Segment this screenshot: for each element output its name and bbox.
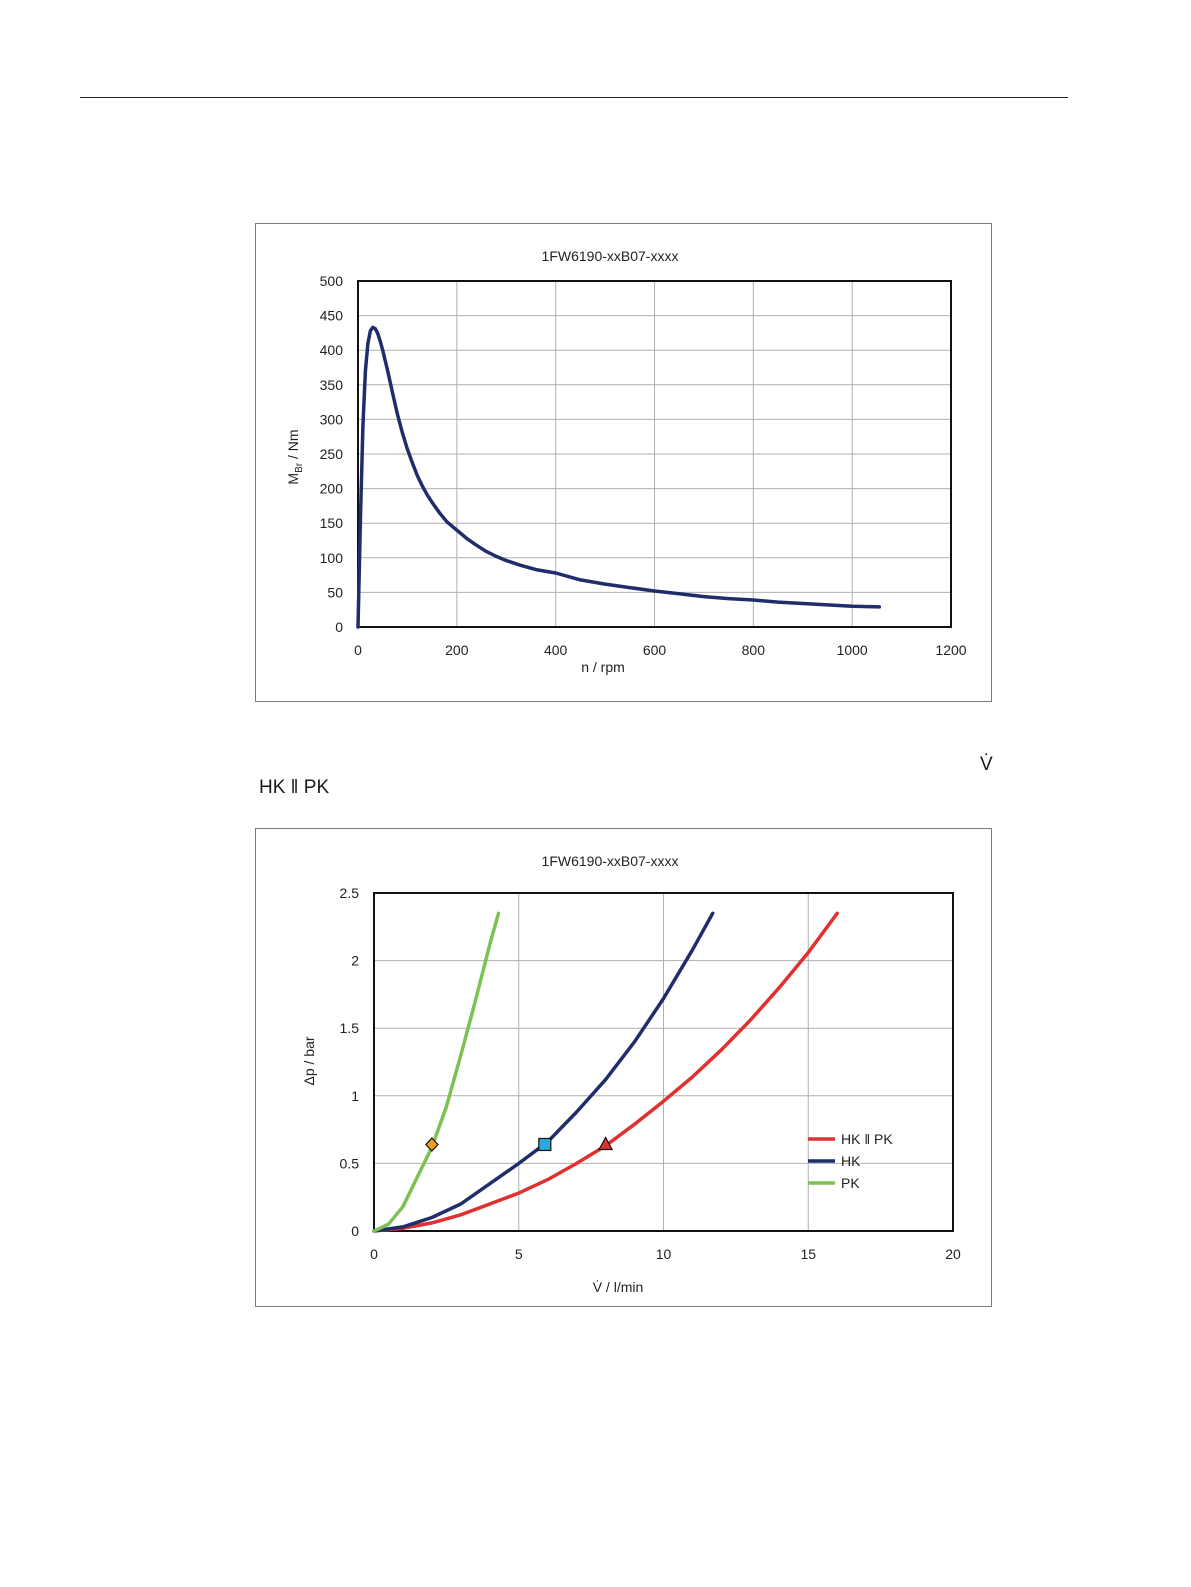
x-tick-label: 10 xyxy=(656,1246,672,1262)
x-tick-label: 800 xyxy=(742,642,766,658)
y-tick-label: 1 xyxy=(351,1088,359,1104)
x-tick-label: 0 xyxy=(354,642,362,658)
pressure-drop-svg: 1FW6190-xxB07-xxxx 0 5 10 15 20 0 0.5 1 1.5 2 2.5… xyxy=(301,853,961,1295)
hk-pk-label: HK ‖ PK xyxy=(259,777,330,798)
chart-title: 1FW6190-xxB07-xxxx xyxy=(542,248,679,264)
grid xyxy=(357,280,952,628)
y-tick-label: 50 xyxy=(327,584,343,600)
pressure-drop-chart: 1FW6190-xxB07-xxxx 0 5 10 15 20 0 0.5 1 1.5 2 2.5… xyxy=(255,828,992,1307)
grid xyxy=(373,892,954,1232)
y-tick-labels: 0 0.5 1 1.5 2 2.5 xyxy=(340,885,360,1239)
y-tick-label: 2 xyxy=(351,953,359,969)
y-tick-label: 150 xyxy=(320,515,344,531)
x-axis-label: V̇ / l/min xyxy=(593,1279,644,1295)
brake-torque-svg: 1FW6190-xxB07-xxxx 0 200 400 600 800 1000 1200… xyxy=(285,248,967,675)
plot-area xyxy=(372,911,839,1233)
x-tick-label: 15 xyxy=(800,1246,816,1262)
triangle-marker xyxy=(598,1136,614,1151)
x-tick-label: 5 xyxy=(515,1246,523,1262)
y-tick-label: 400 xyxy=(320,342,344,358)
legend-label: PK xyxy=(841,1175,860,1191)
legend-label: HK xyxy=(841,1153,861,1169)
brake-torque-chart: 1FW6190-xxB07-xxxx 0 200 400 600 800 1000 1200… xyxy=(255,223,992,702)
y-tick-label: 0 xyxy=(351,1223,359,1239)
y-axis-label-main: M xyxy=(285,473,301,485)
y-tick-labels: 0 50 100 150 200 250 300 350 400 450 500 xyxy=(320,273,344,635)
diamond-marker xyxy=(425,1137,439,1152)
y-tick-label: 0.5 xyxy=(340,1155,360,1171)
y-tick-label: 0 xyxy=(335,619,343,635)
y-axis-label: Δp / bar xyxy=(301,1036,317,1085)
plot-border xyxy=(357,280,952,628)
series-line-pk xyxy=(372,911,501,1233)
x-tick-labels: 0 200 400 600 800 1000 1200 xyxy=(354,642,967,658)
square-marker xyxy=(538,1137,552,1152)
y-axis-label-rest: / Nm xyxy=(285,429,301,462)
x-tick-label: 20 xyxy=(945,1246,961,1262)
y-tick-label: 300 xyxy=(320,411,344,427)
y-tick-label: 500 xyxy=(320,273,344,289)
y-tick-label: 1.5 xyxy=(340,1020,360,1036)
y-tick-label: 250 xyxy=(320,446,344,462)
x-tick-label: 1000 xyxy=(837,642,868,658)
legend: HK ‖ PK HK PK xyxy=(808,1131,893,1191)
chart-title: 1FW6190-xxB07-xxxx xyxy=(542,853,679,869)
legend-label: HK ‖ PK xyxy=(841,1131,893,1147)
y-tick-label: 450 xyxy=(320,308,344,324)
y-tick-label: 100 xyxy=(320,550,344,566)
series-line-0 xyxy=(356,325,882,629)
x-tick-label: 1200 xyxy=(935,642,966,658)
x-tick-label: 600 xyxy=(643,642,667,658)
y-axis-label-sub: Br xyxy=(294,462,305,473)
y-tick-label: 200 xyxy=(320,481,344,497)
header-rule xyxy=(80,97,1068,98)
plot-area xyxy=(356,325,882,629)
x-axis-label: n / rpm xyxy=(581,659,625,675)
x-tick-labels: 0 5 10 15 20 xyxy=(370,1246,961,1262)
x-tick-label: 400 xyxy=(544,642,568,658)
y-axis-label: MBr / Nm xyxy=(285,429,305,484)
y-tick-label: 350 xyxy=(320,377,344,393)
plot-border xyxy=(373,892,954,1232)
flow-rate-symbol: V̇ xyxy=(980,754,993,775)
x-tick-label: 200 xyxy=(445,642,469,658)
x-tick-label: 0 xyxy=(370,1246,378,1262)
y-tick-label: 2.5 xyxy=(340,885,360,901)
